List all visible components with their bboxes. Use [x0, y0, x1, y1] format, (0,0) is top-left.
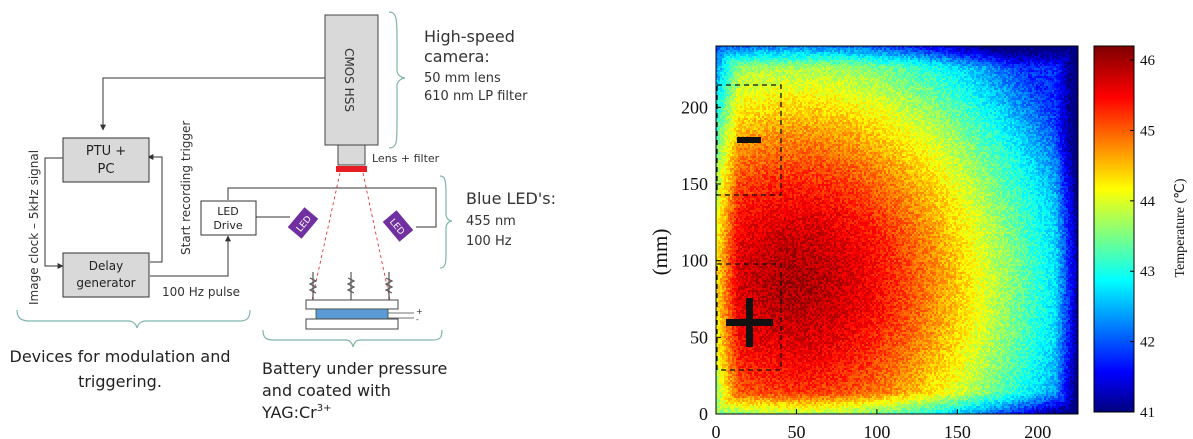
light-cone — [311, 172, 391, 301]
camera-spec-line1: 50 mm lens — [424, 71, 501, 86]
battery-cell — [315, 308, 389, 320]
ptu-label-line1: PTU + — [86, 144, 126, 159]
lens-filter-label: Lens + filter — [372, 152, 440, 165]
colorbar-tick-label: 42 — [1140, 335, 1155, 351]
yag-text: YAG:Cr — [261, 403, 317, 422]
ptu-label-line2: PC — [98, 162, 115, 177]
start-trigger-line — [147, 154, 163, 263]
blue-led-spec2: 100 Hz — [466, 234, 512, 249]
colorbar-tick-label: 44 — [1140, 194, 1156, 210]
battery-fixture: + - — [305, 272, 423, 330]
top-plate — [305, 299, 399, 310]
y-axis-label: (mm) — [648, 229, 672, 276]
devices-bracket — [16, 309, 251, 329]
pulse-line — [150, 235, 231, 277]
devices-caption-line1: Devices for modulation and — [10, 347, 231, 366]
led-left: LED — [287, 207, 319, 239]
delay-label-line2: generator — [76, 276, 135, 290]
camera-title-line2: camera: — [424, 47, 490, 66]
colorbar-label: Temperature (℃) — [1173, 178, 1188, 277]
blue-led-title: Blue LED's: — [466, 189, 556, 208]
signal-lines — [44, 77, 437, 277]
colorbar-tick-label: 41 — [1140, 405, 1155, 421]
camera-bracket — [388, 11, 406, 149]
x-tick-label: 50 — [787, 422, 805, 439]
plus-region-box — [716, 263, 782, 371]
camera-title-line1: High-speed — [424, 27, 515, 46]
led-bracket — [439, 175, 453, 269]
pulse-label: 100 Hz pulse — [162, 285, 240, 299]
led-right: LED — [382, 210, 414, 242]
lp-filter — [336, 166, 367, 172]
x-tick-label: 150 — [944, 422, 971, 439]
x-tick-label: 200 — [1024, 422, 1051, 439]
delay-label-line1: Delay — [89, 259, 123, 273]
devices-caption-line2: triggering. — [78, 372, 162, 391]
camera-box-label: CMOS HSS — [342, 48, 356, 112]
x-tick-label: 100 — [863, 422, 890, 439]
colorbar-tick-label: 43 — [1140, 264, 1155, 280]
cmos-camera-body — [324, 14, 379, 146]
plot-frame — [715, 45, 1079, 415]
battery-bracket — [262, 329, 443, 348]
colorbar-ticks: 41 42 43 44 45 46 — [1130, 53, 1156, 421]
experimental-schematic: PTU + PC Delay generator LED Drive Image… — [10, 11, 556, 422]
heatmap-axes: 0 50 100 150 200 0 50 100 150 200 — [681, 97, 1051, 439]
image-clock-label: Image clock – 5kHz signal — [27, 150, 41, 305]
ptu-pc-box — [62, 137, 150, 183]
temperature-heatmap: (mm) 0 50 100 150 200 0 50 100 150 200 41 42 43 44 45… — [648, 45, 1188, 439]
y-tick-label: 50 — [690, 327, 708, 347]
bottom-plate — [305, 318, 399, 330]
led-drive-line1: LED — [217, 205, 239, 218]
yag-superscript: 3+ — [317, 403, 332, 414]
led-drive-line2: Drive — [213, 219, 243, 232]
colorbar-tick-label: 46 — [1140, 53, 1156, 69]
plus-sign-vertical — [746, 298, 753, 347]
blue-led-spec1: 455 nm — [466, 214, 516, 229]
drive-to-led2-line — [227, 187, 437, 228]
led-drive-box — [200, 200, 257, 236]
colorbar-tick-label: 45 — [1140, 123, 1155, 139]
camera-spec-line2: 610 nm LP filter — [424, 89, 528, 104]
terminal-plus: + — [416, 307, 423, 316]
y-tick-label: 100 — [681, 251, 708, 271]
battery-caption-line1: Battery under pressure — [262, 359, 447, 378]
y-tick-label: 0 — [699, 404, 708, 424]
battery-caption-line2: and coated with — [262, 381, 391, 400]
terminal-minus: - — [416, 315, 419, 324]
camera-lens — [337, 144, 366, 166]
y-tick-label: 200 — [681, 97, 708, 117]
start-trigger-label: Start recording trigger — [179, 121, 193, 255]
camera-to-ptu-line — [100, 77, 325, 131]
heatmap-canvas — [716, 46, 1078, 414]
battery-caption-line3: YAG:Cr3+ — [261, 403, 331, 422]
x-tick-label: 0 — [712, 422, 721, 439]
colorbar — [1093, 45, 1135, 413]
y-tick-label: 150 — [681, 174, 708, 194]
minus-region-box — [716, 84, 782, 196]
minus-sign — [737, 137, 761, 143]
heatmap-image-container — [716, 46, 1078, 414]
delay-generator-box — [62, 252, 150, 298]
image-clock-line — [44, 157, 64, 269]
